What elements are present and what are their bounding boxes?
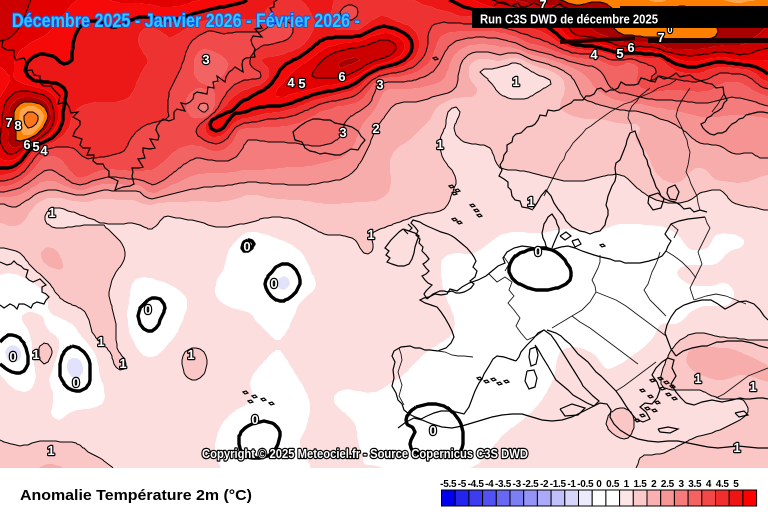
svg-text:1: 1 <box>367 227 374 242</box>
svg-text:6: 6 <box>23 137 30 152</box>
svg-text:3: 3 <box>376 77 383 92</box>
svg-text:5: 5 <box>733 479 739 490</box>
svg-text:1: 1 <box>436 137 443 152</box>
svg-text:1: 1 <box>32 347 39 362</box>
svg-text:-0.5: -0.5 <box>577 479 594 490</box>
svg-text:1: 1 <box>187 347 194 362</box>
svg-text:5: 5 <box>32 139 39 154</box>
svg-text:0: 0 <box>667 25 672 35</box>
svg-text:3.5: 3.5 <box>688 479 702 490</box>
svg-text:0: 0 <box>429 423 436 438</box>
svg-text:8: 8 <box>14 118 21 133</box>
svg-text:Run C3S DWD de décembre 2025: Run C3S DWD de décembre 2025 <box>480 12 658 27</box>
svg-text:0: 0 <box>596 479 602 490</box>
svg-text:1.5: 1.5 <box>633 479 647 490</box>
svg-text:4: 4 <box>706 479 712 490</box>
svg-text:1: 1 <box>119 356 126 371</box>
svg-text:-4.5: -4.5 <box>468 479 485 490</box>
svg-text:-1.5: -1.5 <box>550 479 567 490</box>
svg-text:0.5: 0.5 <box>606 479 620 490</box>
svg-text:-2: -2 <box>540 479 549 490</box>
svg-text:2: 2 <box>372 121 379 136</box>
svg-text:1: 1 <box>527 194 534 209</box>
svg-text:7: 7 <box>539 0 546 12</box>
svg-text:-2.5: -2.5 <box>522 479 539 490</box>
svg-text:3: 3 <box>202 52 209 67</box>
svg-text:3: 3 <box>678 479 684 490</box>
svg-text:2.5: 2.5 <box>661 479 675 490</box>
svg-text:0: 0 <box>144 302 151 317</box>
svg-text:-3: -3 <box>513 479 522 490</box>
svg-text:1: 1 <box>48 205 55 220</box>
svg-text:4: 4 <box>287 75 295 90</box>
svg-text:Copyright © 2025 Meteociel.fr: Copyright © 2025 Meteociel.fr - Source C… <box>202 446 528 461</box>
svg-text:1: 1 <box>512 74 519 89</box>
svg-text:-5.5: -5.5 <box>440 479 457 490</box>
svg-text:-4: -4 <box>485 479 494 490</box>
svg-text:1: 1 <box>749 379 756 394</box>
svg-text:0: 0 <box>72 375 79 390</box>
svg-text:5: 5 <box>298 76 305 91</box>
svg-text:4: 4 <box>590 47 598 62</box>
svg-text:Décembre 2025 - Janvier 2026 -: Décembre 2025 - Janvier 2026 - Février 2… <box>12 10 360 32</box>
svg-text:1: 1 <box>694 371 701 386</box>
svg-text:0: 0 <box>270 276 277 291</box>
svg-text:-3.5: -3.5 <box>495 479 512 490</box>
svg-text:5: 5 <box>616 46 623 61</box>
svg-text:0: 0 <box>243 239 250 254</box>
svg-text:4.5: 4.5 <box>716 479 730 490</box>
svg-text:Anomalie Température 2m (°C): Anomalie Température 2m (°C) <box>20 487 252 504</box>
svg-text:7: 7 <box>657 30 664 45</box>
svg-text:1: 1 <box>733 440 740 455</box>
svg-text:0: 0 <box>534 244 541 259</box>
svg-text:-5: -5 <box>458 479 467 490</box>
svg-text:0: 0 <box>251 412 258 427</box>
svg-text:1: 1 <box>624 479 630 490</box>
svg-text:1: 1 <box>97 334 104 349</box>
svg-text:6: 6 <box>338 69 345 84</box>
svg-text:1: 1 <box>47 443 54 458</box>
svg-text:3: 3 <box>339 125 346 140</box>
svg-text:7: 7 <box>5 115 12 130</box>
svg-text:0: 0 <box>9 349 16 364</box>
svg-text:-1: -1 <box>567 479 576 490</box>
svg-text:4: 4 <box>40 143 48 158</box>
svg-text:6: 6 <box>627 40 634 55</box>
svg-text:2: 2 <box>651 479 657 490</box>
